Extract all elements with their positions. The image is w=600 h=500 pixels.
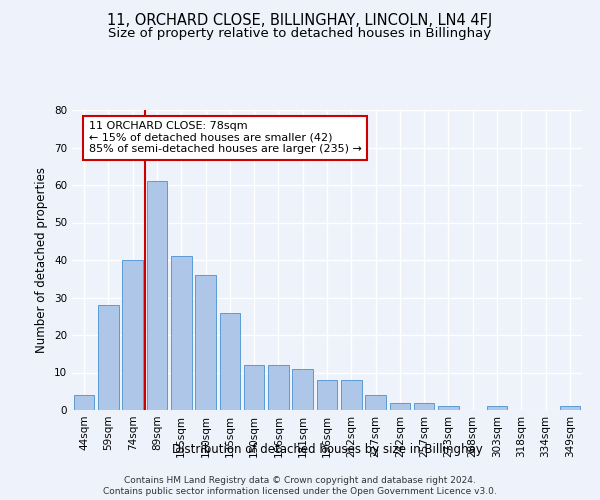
Bar	[341, 380, 362, 410]
Bar	[98, 305, 119, 410]
Text: Contains public sector information licensed under the Open Government Licence v3: Contains public sector information licen…	[103, 488, 497, 496]
Bar	[487, 406, 508, 410]
Bar	[414, 402, 434, 410]
Bar	[389, 402, 410, 410]
Text: 11 ORCHARD CLOSE: 78sqm
← 15% of detached houses are smaller (42)
85% of semi-de: 11 ORCHARD CLOSE: 78sqm ← 15% of detache…	[89, 121, 361, 154]
Bar	[195, 275, 216, 410]
Bar	[220, 312, 240, 410]
Text: 11, ORCHARD CLOSE, BILLINGHAY, LINCOLN, LN4 4FJ: 11, ORCHARD CLOSE, BILLINGHAY, LINCOLN, …	[107, 12, 493, 28]
Bar	[171, 256, 191, 410]
Bar	[244, 365, 265, 410]
Text: Size of property relative to detached houses in Billinghay: Size of property relative to detached ho…	[109, 28, 491, 40]
Bar	[438, 406, 459, 410]
Bar	[146, 181, 167, 410]
Bar	[292, 369, 313, 410]
Bar	[560, 406, 580, 410]
Bar	[122, 260, 143, 410]
Y-axis label: Number of detached properties: Number of detached properties	[35, 167, 49, 353]
Bar	[365, 395, 386, 410]
Text: Contains HM Land Registry data © Crown copyright and database right 2024.: Contains HM Land Registry data © Crown c…	[124, 476, 476, 485]
Bar	[317, 380, 337, 410]
Bar	[74, 395, 94, 410]
Bar	[268, 365, 289, 410]
Text: Distribution of detached houses by size in Billinghay: Distribution of detached houses by size …	[172, 442, 482, 456]
